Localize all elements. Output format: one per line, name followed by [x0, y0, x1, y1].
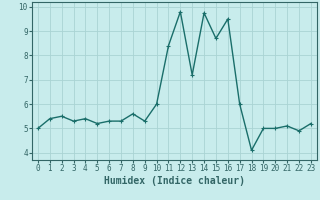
X-axis label: Humidex (Indice chaleur): Humidex (Indice chaleur): [104, 176, 245, 186]
